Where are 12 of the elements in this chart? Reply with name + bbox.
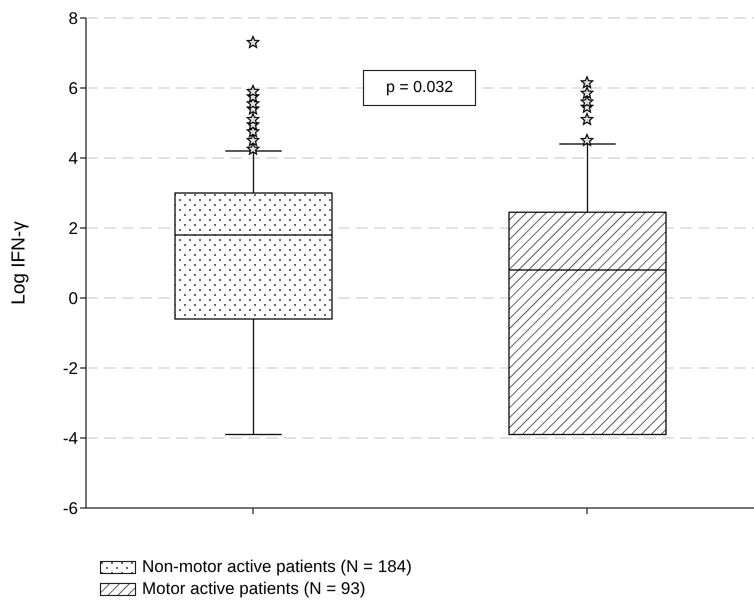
y-tick-label: 0 bbox=[68, 289, 78, 308]
y-tick-label: -4 bbox=[62, 429, 78, 448]
legend-label: Non-motor active patients (N = 184) bbox=[142, 556, 412, 578]
y-tick-label: -2 bbox=[62, 359, 78, 378]
y-axis-title: Log IFN-γ bbox=[8, 220, 30, 305]
y-tick-label: 4 bbox=[68, 149, 78, 168]
annotation: p = 0.032 bbox=[363, 70, 476, 106]
y-tick-label: 6 bbox=[68, 79, 78, 98]
y-tick-label: 8 bbox=[68, 9, 78, 28]
legend-label: Motor active patients (N = 93) bbox=[142, 578, 366, 600]
y-tick-label: 2 bbox=[68, 219, 78, 238]
y-tick-label: -6 bbox=[62, 499, 78, 518]
